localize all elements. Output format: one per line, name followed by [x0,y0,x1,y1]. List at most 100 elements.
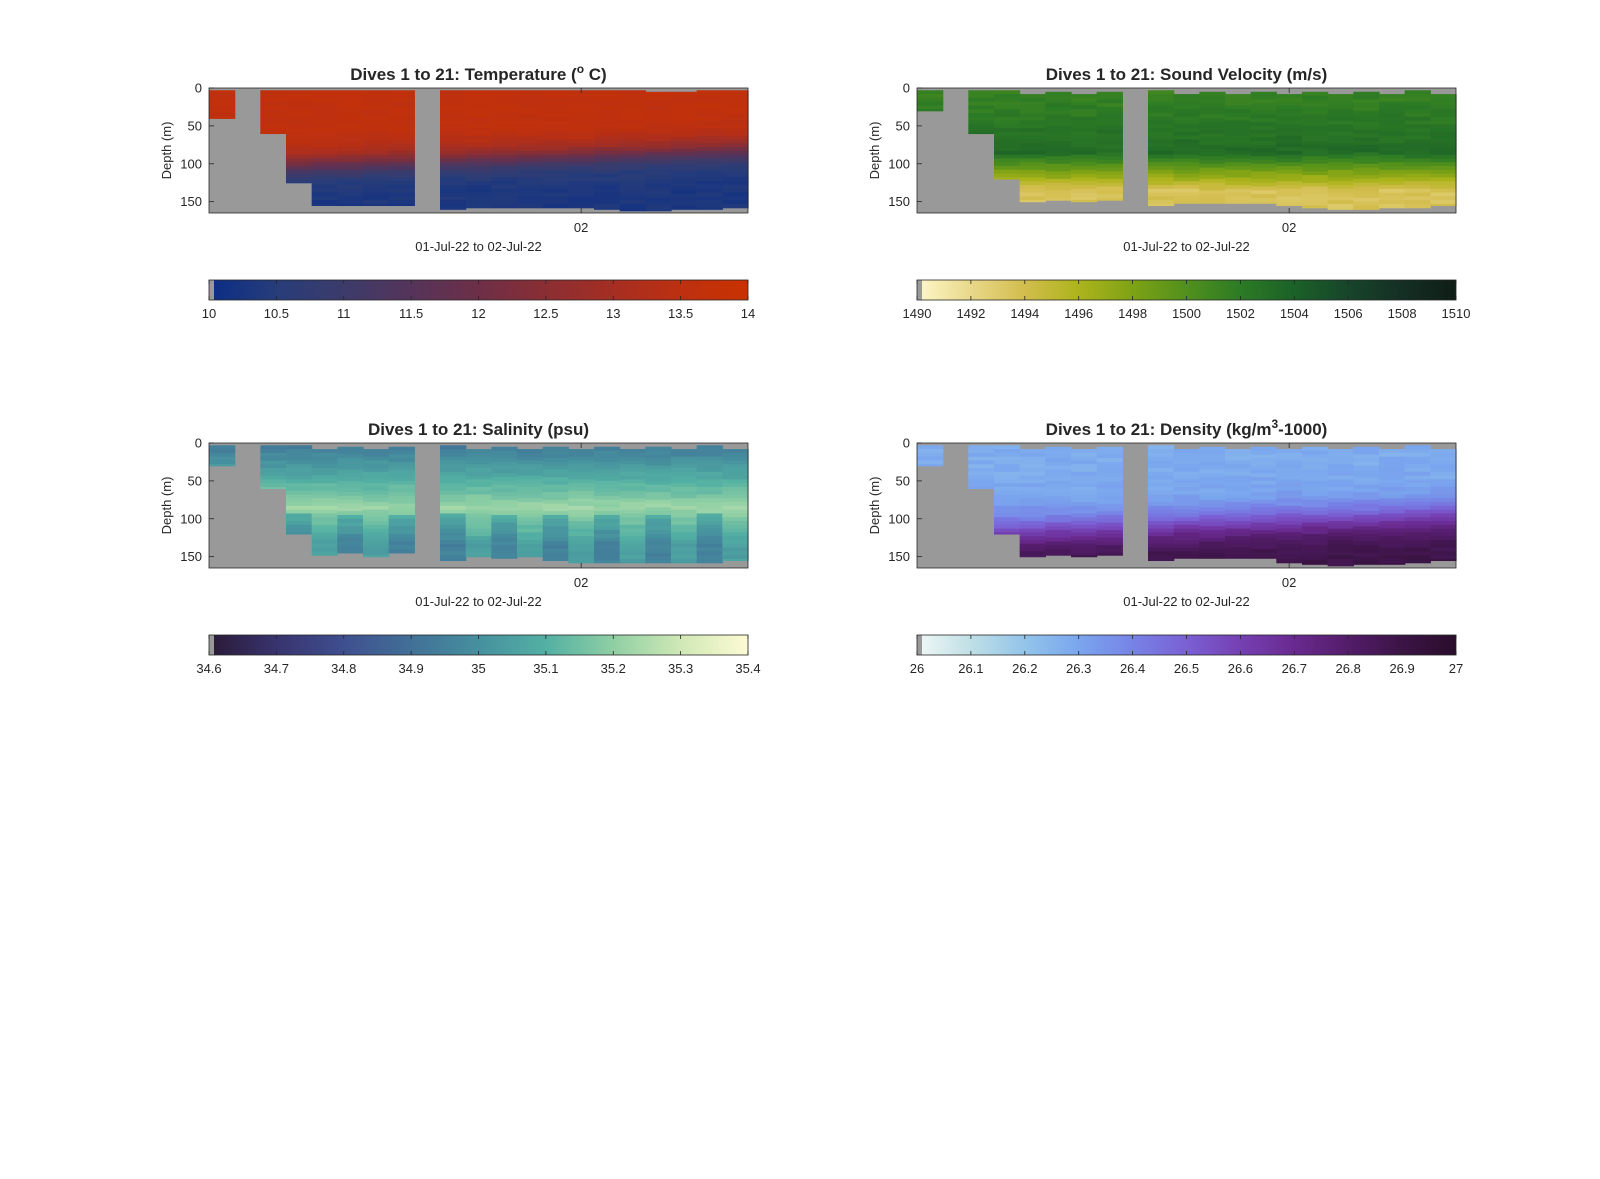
heatmap-cell [337,101,364,107]
heatmap-cell [1019,490,1046,496]
heatmap-cell [1250,163,1277,169]
heatmap-cell [1430,200,1457,205]
colorbar-gradient [917,280,1456,300]
heatmap-cell [465,528,492,533]
heatmap-cell [517,192,544,197]
heatmap-cell [542,496,569,501]
heatmap-cell [440,135,467,141]
heatmap-cell [1404,452,1431,458]
heatmap-cell [1430,128,1457,133]
heatmap-cell [645,454,672,459]
heatmap-cell [1148,471,1175,477]
heatmap-cell [1430,124,1457,129]
heatmap-cell [286,143,313,148]
heatmap-cell [1353,133,1380,138]
heatmap-cell [671,524,698,530]
heatmap-cell [1225,105,1252,110]
heatmap-cell [1276,551,1303,556]
heatmap-cell [968,452,995,458]
heatmap-cell [1353,171,1380,176]
heatmap-cell [1096,473,1123,478]
heatmap-cell [1353,499,1380,505]
heatmap-cell [1096,144,1123,150]
heatmap-cell [1045,152,1072,157]
heatmap-cell [440,94,467,99]
heatmap-cell [542,446,569,452]
heatmap-cell [594,541,621,546]
heatmap-cell [260,452,287,458]
heatmap-cell [1379,166,1406,171]
heatmap-cell [1173,173,1200,178]
heatmap-cell [1019,97,1046,103]
heatmap-cell [260,445,287,450]
heatmap-cell [337,549,364,554]
dive-column [1327,449,1354,567]
heatmap-cell [1276,502,1303,507]
heatmap-cell [542,499,569,505]
heatmap-cell [671,517,698,522]
heatmap-cell [363,475,390,480]
heatmap-cell [594,101,621,107]
heatmap-cell [517,150,544,156]
heatmap-cell [1379,464,1406,469]
heatmap-cell [1353,446,1380,452]
heatmap-cell [1430,131,1457,137]
heatmap-cell [671,528,698,533]
heatmap-cell [1327,536,1354,541]
heatmap-cell [1019,135,1046,141]
colorbar-missing-swatch [917,635,922,655]
heatmap-cell [517,551,544,556]
heatmap-cell [696,90,723,95]
heatmap-cell [1071,521,1098,526]
heatmap-cell [1250,480,1277,486]
heatmap-cell [1353,110,1380,116]
heatmap-cell [1327,207,1354,210]
heatmap-cell [619,543,646,549]
heatmap-cell [517,135,544,141]
heatmap-cell [568,452,595,458]
heatmap-cell [1379,547,1406,552]
heatmap-cell [1071,147,1098,152]
heatmap-cell [491,177,518,182]
heatmap-cell [209,109,236,114]
heatmap-cell [388,530,415,535]
heatmap-cell [1250,186,1277,191]
heatmap-cell [917,94,944,99]
heatmap-cell [517,128,544,133]
heatmap-cell [465,181,492,186]
heatmap-cell [1225,135,1252,141]
heatmap-cell [645,503,672,508]
heatmap-cell [1430,196,1457,201]
heatmap-cell [594,477,621,482]
heatmap-cell [1148,131,1175,137]
heatmap-cell [337,507,364,512]
heatmap-cell [1045,95,1072,100]
dive-column [968,445,995,490]
heatmap-cell [1173,196,1200,201]
heatmap-cell [1353,114,1380,119]
heatmap-cell [1148,494,1175,499]
heatmap-cell [1096,545,1123,550]
heatmap-cell [1404,475,1431,480]
heatmap-cell [491,116,518,122]
heatmap-cell [286,166,313,171]
dive-column [1173,94,1200,204]
heatmap-cell [311,449,338,454]
heatmap-cell [363,521,390,526]
heatmap-cell [968,468,995,473]
heatmap-cell [1045,110,1072,116]
heatmap-cell [1404,184,1431,190]
heatmap-cell [568,464,595,469]
heatmap-cell [363,509,390,515]
heatmap-cell [388,94,415,99]
heatmap-cell [1225,494,1252,499]
heatmap-cell [1071,475,1098,480]
heatmap-cell [440,192,467,197]
heatmap-cell [1019,116,1046,122]
dive-column [363,449,390,558]
heatmap-cell [671,194,698,199]
heatmap-cell [1327,116,1354,122]
heatmap-cell [1225,475,1252,480]
heatmap-cell [1302,473,1329,478]
heatmap-cell [568,116,595,122]
